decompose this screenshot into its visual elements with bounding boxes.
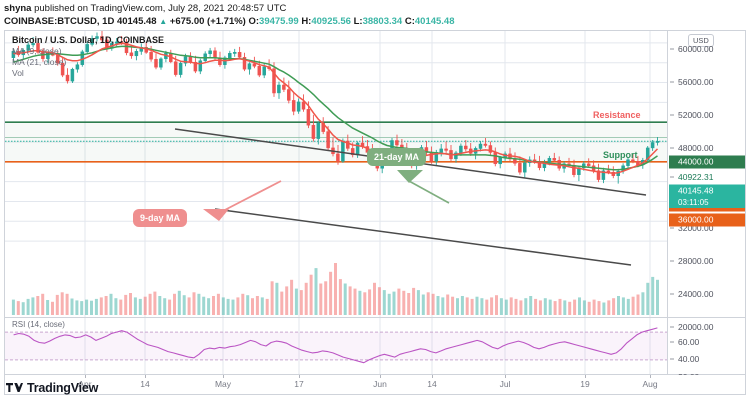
- price-tick-label: 56000.00: [678, 77, 714, 87]
- close-value: 40145.48: [414, 16, 455, 27]
- support-annotation: Support: [603, 149, 638, 160]
- legend-ma21: MA (21, close): [12, 57, 67, 67]
- open-key: O:: [248, 16, 260, 27]
- open-value: 39475.99: [259, 16, 299, 27]
- rsi-axis-divider: [668, 317, 746, 318]
- price-legend: Bitcoin / U.S. Dollar, 1D, COINBASE MA (…: [12, 34, 164, 79]
- change-value: +675.00 (+1.71%): [169, 16, 246, 27]
- resistance-annotation: Resistance: [593, 110, 641, 121]
- low-value: 38803.34: [362, 16, 403, 27]
- tradingview-wordmark: TradingView: [27, 381, 99, 395]
- price-tick-label: 20000.00: [678, 322, 714, 332]
- price-tick-label: 32000.00: [678, 223, 714, 233]
- time-tick-label: Apr: [78, 379, 92, 389]
- high-key: H:: [301, 16, 312, 27]
- tradingview-mark-icon: [6, 382, 23, 392]
- plot-area[interactable]: Bitcoin / U.S. Dollar, 1D, COINBASE MA (…: [5, 31, 668, 374]
- time-tick-label: Aug: [642, 379, 658, 389]
- time-tick-label: Jul: [499, 379, 511, 389]
- price-tick-label: 48000.00: [678, 143, 714, 153]
- legend-title: Bitcoin / U.S. Dollar, 1D, COINBASE: [12, 35, 165, 45]
- last-price: 40145.48: [116, 16, 157, 27]
- price-tick-label: 28000.00: [678, 256, 714, 266]
- rsi-tick-label: 40.00: [678, 354, 700, 364]
- rsi-legend: RSI (14, close): [12, 320, 65, 329]
- time-tick-label: 17: [294, 379, 304, 389]
- byline-author: shyna: [4, 3, 32, 14]
- rsi-tick-label: 60.00: [678, 337, 700, 347]
- tradingview-logo: TradingView: [6, 381, 98, 395]
- low-key: L:: [353, 16, 363, 27]
- byline: shyna published on TradingView.com, July…: [4, 2, 746, 15]
- price-tick-label: 60000.00: [678, 44, 714, 54]
- symbol-label: COINBASE:BTCUSD, 1D: [4, 16, 115, 27]
- price-axis[interactable]: USD 60000.00 56000.00 52000.00 48000.00 3200…: [667, 31, 746, 382]
- time-tick-label: Jun: [373, 379, 387, 389]
- price-chart-svg: [5, 31, 668, 374]
- change-arrow-icon: ▲: [159, 17, 168, 26]
- price-level-tag[interactable]: 44000.00: [669, 155, 745, 169]
- rsi-panel-divider: [5, 317, 668, 318]
- legend-vol: Vol: [12, 68, 24, 78]
- time-tick-label: 14: [140, 379, 150, 389]
- time-tick-label: May: [214, 379, 232, 389]
- time-axis[interactable]: Apr 14 May 17 Jun 14 Jul 19 Aug: [4, 375, 746, 395]
- legend-ma9: MA (9, close): [12, 46, 62, 56]
- ma21-callout: 21-day MA: [367, 148, 427, 166]
- time-tick-label: 14: [427, 379, 437, 389]
- chart-frame: Bitcoin / U.S. Dollar, 1D, COINBASE MA (…: [4, 30, 746, 382]
- last-price-tag[interactable]: 40145.48: [669, 184, 745, 198]
- high-value: 40925.56: [311, 16, 351, 27]
- currency-chip: USD: [688, 34, 714, 47]
- time-tick-label: 19: [580, 379, 590, 389]
- ma9-callout: 9-day MA: [133, 209, 188, 227]
- byline-rest: published on TradingView.com, July 28, 2…: [31, 3, 287, 14]
- bar-countdown-tag: 03:11:05: [669, 197, 745, 208]
- price-tick-label: 24000.00: [678, 289, 714, 299]
- ma-price-label: 40922.31: [678, 172, 714, 182]
- price-tick-label: 52000.00: [678, 110, 714, 120]
- price-level-tag[interactable]: 36000.00: [669, 213, 745, 227]
- close-key: C:: [404, 16, 415, 27]
- chart-header: shyna published on TradingView.com, July…: [4, 2, 746, 28]
- quote-line: COINBASE:BTCUSD, 1D 40145.48 ▲ +675.00 (…: [4, 15, 746, 28]
